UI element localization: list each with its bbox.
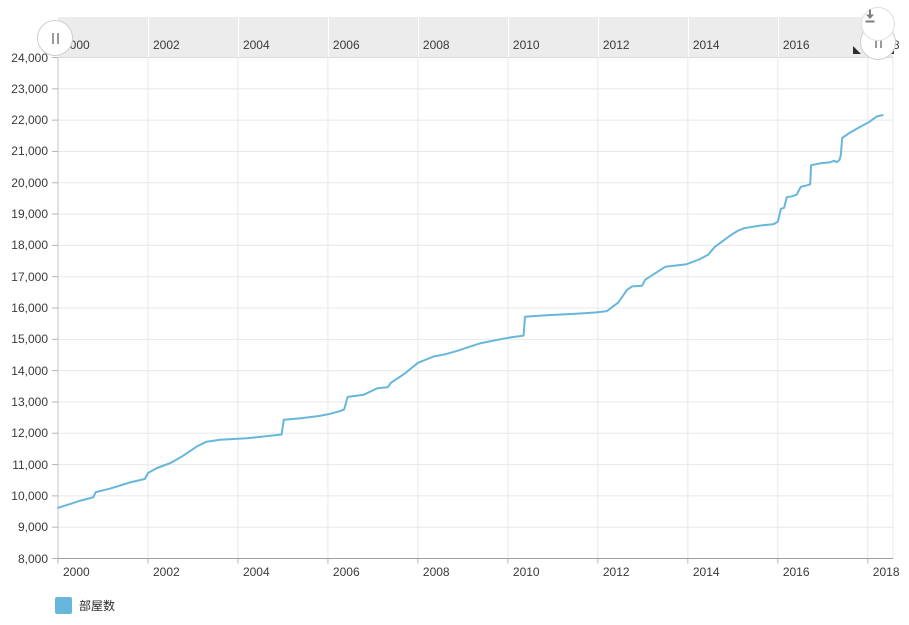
scrollbar-axis-label: 2004 — [242, 38, 270, 52]
y-axis-label: 11,000 — [12, 457, 48, 472]
scrollbar-gridline — [417, 17, 419, 57]
chart-scrollbar[interactable] — [58, 17, 893, 58]
x-axis-label: 2000 — [63, 564, 90, 579]
scrollbar-end-marker-icon — [853, 46, 861, 54]
x-axis-label: 2008 — [422, 564, 450, 579]
y-axis-label: 23,000 — [11, 81, 48, 96]
scrollbar-gridline — [507, 17, 509, 57]
scrollbar-gridline — [777, 17, 779, 57]
y-axis-label: 14,000 — [11, 363, 48, 378]
y-axis-label: 9,000 — [17, 520, 48, 535]
x-axis-label: 2010 — [512, 564, 540, 579]
y-axis-label: 21,000 — [11, 144, 48, 159]
y-axis-label: 15,000 — [11, 332, 48, 347]
y-axis-label: 13,000 — [11, 394, 48, 409]
drag-grip-icon — [51, 32, 54, 44]
y-axis-label: 18,000 — [11, 238, 48, 253]
drag-grip-icon — [874, 36, 877, 48]
y-axis-label: 24,000 — [11, 50, 48, 65]
scrollbar-axis-label: 2016 — [782, 38, 810, 52]
scrollbar-gridline — [687, 17, 689, 57]
y-axis-label: 10,000 — [11, 488, 48, 503]
x-axis-label: 2018 — [872, 564, 900, 579]
y-axis-label: 20,000 — [11, 175, 48, 190]
scrollbar-axis-label: 2014 — [692, 38, 720, 52]
y-axis-label: 19,000 — [11, 207, 48, 222]
scrollbar-axis-label: 2012 — [602, 38, 630, 52]
scrollbar-left-grip[interactable] — [37, 20, 73, 56]
y-axis-label: 12,000 — [11, 426, 48, 441]
export-menu-button[interactable] — [861, 7, 895, 41]
y-axis-label: 17,000 — [11, 269, 48, 284]
scrollbar-gridline — [237, 17, 239, 57]
scrollbar-axis-label: 2008 — [422, 38, 450, 52]
download-icon — [865, 9, 875, 23]
x-axis-label: 2002 — [152, 564, 180, 579]
scrollbar-axis-label: 2006 — [332, 38, 360, 52]
scrollbar-axis-label: 2002 — [152, 38, 180, 52]
x-axis-label: 2004 — [242, 564, 270, 579]
legend-label: 部屋数 — [79, 599, 116, 613]
scrollbar-gridline — [597, 17, 599, 57]
y-axis-label: 16,000 — [11, 301, 48, 315]
x-axis-label: 2006 — [332, 564, 360, 579]
scrollbar-axis-label: 2010 — [512, 38, 540, 52]
x-axis-label: 2014 — [692, 564, 720, 579]
y-axis-label: 8,000 — [17, 551, 48, 566]
x-axis-label: 2012 — [602, 564, 630, 579]
drag-grip-icon — [56, 32, 59, 44]
y-axis-label: 22,000 — [11, 113, 48, 128]
legend-item[interactable]: 部屋数 — [55, 597, 115, 614]
scrollbar-gridline — [327, 17, 329, 57]
drag-grip-icon — [879, 36, 882, 48]
scrollbar-gridline — [147, 17, 149, 57]
legend-swatch — [55, 597, 72, 614]
x-axis-label: 2016 — [782, 564, 810, 579]
